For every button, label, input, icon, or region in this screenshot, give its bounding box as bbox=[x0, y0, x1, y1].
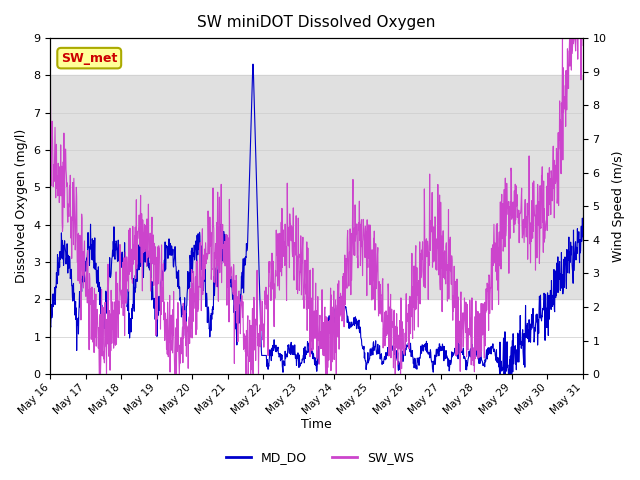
Bar bbox=[51, 75, 583, 300]
X-axis label: Time: Time bbox=[301, 419, 332, 432]
Legend: MD_DO, SW_WS: MD_DO, SW_WS bbox=[221, 446, 419, 469]
Y-axis label: Wind Speed (m/s): Wind Speed (m/s) bbox=[612, 150, 625, 262]
Title: SW miniDOT Dissolved Oxygen: SW miniDOT Dissolved Oxygen bbox=[197, 15, 436, 30]
Text: SW_met: SW_met bbox=[61, 52, 117, 65]
Y-axis label: Dissolved Oxygen (mg/l): Dissolved Oxygen (mg/l) bbox=[15, 129, 28, 283]
